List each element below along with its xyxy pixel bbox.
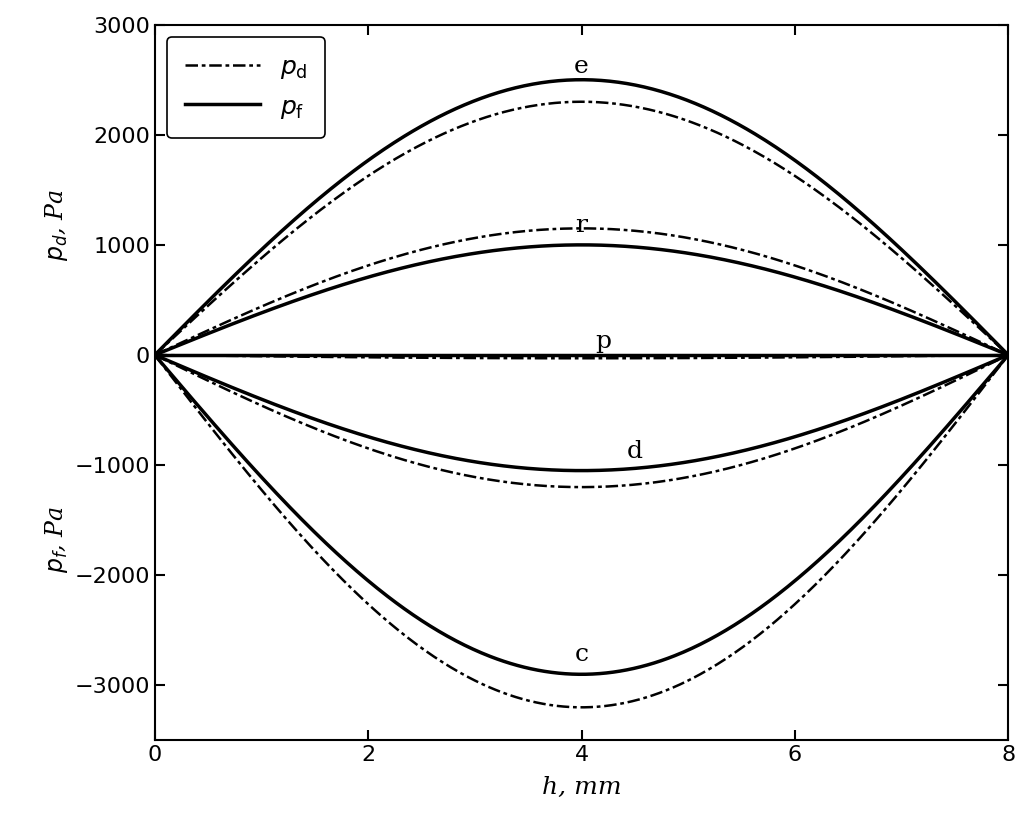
Text: c: c — [575, 643, 588, 666]
Text: $p_d$, Pa: $p_d$, Pa — [43, 189, 70, 261]
Text: p: p — [594, 330, 611, 353]
Text: e: e — [574, 55, 589, 78]
X-axis label: h, mm: h, mm — [542, 776, 621, 800]
Legend: $p_\mathrm{d}$, $p_\mathrm{f}$: $p_\mathrm{d}$, $p_\mathrm{f}$ — [167, 38, 325, 138]
Text: r: r — [576, 214, 587, 237]
Text: d: d — [626, 441, 643, 463]
Text: $p_f$, Pa: $p_f$, Pa — [43, 507, 70, 574]
